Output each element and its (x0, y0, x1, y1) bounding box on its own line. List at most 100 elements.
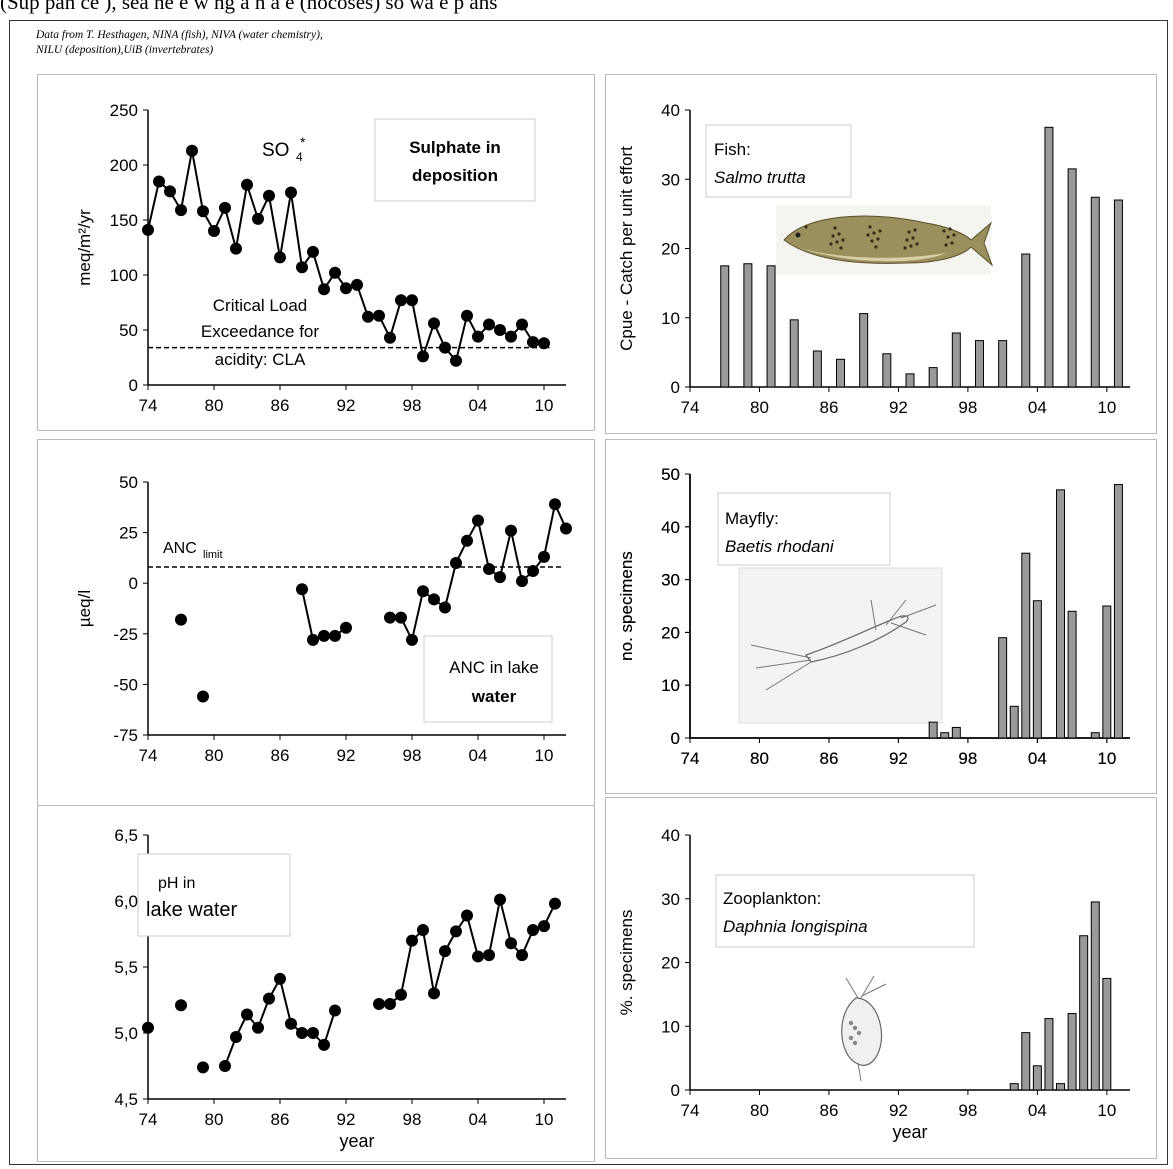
data-point (307, 1027, 319, 1039)
data-point (318, 630, 330, 642)
data-point (461, 535, 473, 547)
legend-box (138, 854, 290, 936)
x-tick-label: 04 (469, 746, 488, 765)
cropped-header-text: (Sup pan ce ), sea ne e w ng a n a e (no… (0, 0, 1173, 20)
bar (1033, 1066, 1041, 1090)
x-tick-label: 92 (889, 1101, 908, 1120)
panel-mayfly: 0 10 20 30 40 50 74 80 86 92 98 04 10 no. specimens 0 1… (605, 439, 1157, 794)
data-point (252, 213, 264, 225)
data-point (417, 350, 429, 362)
chart-zooplankton: 01020304074 80 86 92 98 04 10%. specimensyearZ… (606, 798, 1156, 1158)
y-tick-label: 4,5 (114, 1090, 138, 1109)
bar (1091, 902, 1099, 1090)
mayfly-icon (739, 568, 942, 723)
x-tick-label: 10 (535, 396, 554, 415)
bar (790, 320, 798, 387)
bar (906, 374, 914, 387)
data-point (505, 525, 517, 537)
data-point (406, 935, 418, 947)
data-point (450, 355, 462, 367)
data-point (395, 294, 407, 306)
data-point (527, 336, 539, 348)
bar (1103, 606, 1111, 738)
data-point (208, 225, 220, 237)
data-point (406, 634, 418, 646)
bar (1091, 197, 1099, 387)
y-tick-label: 20 (661, 240, 680, 259)
data-point (461, 310, 473, 322)
legend-box (375, 119, 535, 201)
data-point (472, 950, 484, 962)
x-tick-label: 10 (535, 746, 554, 765)
legend-line-1: Zooplankton: (723, 889, 821, 908)
legend-line-1: Mayfly: (725, 509, 779, 528)
legend-box (716, 875, 974, 947)
x-tick-label: 80 (750, 1101, 769, 1120)
chart-anc: ANC limit-75-50-250255074 80 86 92 98 04 10µeq/… (38, 440, 594, 816)
bar (1114, 485, 1122, 738)
species-superscript: * (300, 134, 306, 150)
y-tick-label: 0 (671, 1081, 680, 1100)
chart-mayfly: 0102030405074 80 86 92 98 04 10no. specimens01… (606, 440, 1156, 793)
x-tick-label: 04 (469, 1110, 488, 1129)
x-tick-label: 04 (469, 396, 488, 415)
data-point (505, 331, 517, 343)
y-tick-label: 30 (661, 890, 680, 909)
data-point (296, 583, 308, 595)
legend-line-2: water (471, 687, 517, 706)
y-tick-label: -25 (113, 625, 138, 644)
legend-line-2: Baetis rhodani (725, 537, 835, 556)
anc-limit-subscript: limit (203, 549, 223, 561)
data-point (384, 332, 396, 344)
y-axis-label: Cpue - Catch per unit effort (617, 146, 636, 351)
data-point (362, 311, 374, 323)
x-tick-label: 98 (403, 396, 422, 415)
bar (999, 638, 1007, 738)
bar (1068, 611, 1076, 738)
data-point (263, 993, 275, 1005)
x-tick-label: 92 (337, 746, 356, 765)
data-point (197, 205, 209, 217)
data-point (241, 1009, 253, 1021)
x-tick-label: 74 (139, 1110, 158, 1129)
x-tick-label: 04 (1028, 749, 1047, 768)
y-tick-label: 0 (129, 376, 138, 395)
chart-ph: 4,5 5,0 5,5 6,0 6,5 74 80 86 92 98 04 10 year pH in la… (38, 806, 594, 1161)
data-point (384, 612, 396, 624)
legend-line-2: deposition (412, 166, 498, 185)
data-point (186, 145, 198, 157)
data-point (450, 557, 462, 569)
x-tick-label: 98 (403, 1110, 422, 1129)
bar (1068, 169, 1076, 387)
chart-sulphate: 05010015020025074 80 86 92 98 04 10meq/m²/yrSu… (38, 75, 594, 430)
y-axis-label: µeq/l (75, 590, 94, 627)
data-point (373, 310, 385, 322)
data-point (153, 176, 165, 188)
x-tick-label: 10 (1097, 398, 1116, 417)
data-point (472, 514, 484, 526)
data-point (417, 924, 429, 936)
data-point (538, 337, 550, 349)
legend-line-1: Fish: (714, 140, 751, 159)
x-tick-label: 86 (271, 396, 290, 415)
y-tick-label: 40 (661, 518, 680, 537)
y-tick-label: 0 (671, 729, 680, 748)
x-tick-label: 04 (1028, 398, 1047, 417)
credit-line-2: NILU (deposition),UiB (invertebrates) (36, 43, 323, 58)
x-tick-label: 86 (271, 1110, 290, 1129)
data-point (175, 614, 187, 626)
x-tick-label: 80 (205, 746, 224, 765)
y-tick-label: 200 (110, 156, 138, 175)
data-point (406, 294, 418, 306)
data-point (527, 924, 539, 936)
y-axis-label: meq/m²/yr (75, 209, 94, 286)
bar (999, 341, 1007, 387)
data-point (428, 593, 440, 605)
x-tick-label: 80 (205, 396, 224, 415)
bar (1010, 706, 1018, 738)
data-point (560, 523, 572, 535)
x-tick-label: 98 (958, 749, 977, 768)
y-tick-label: 6,5 (114, 826, 138, 845)
bar (767, 266, 775, 387)
data-point (241, 179, 253, 191)
